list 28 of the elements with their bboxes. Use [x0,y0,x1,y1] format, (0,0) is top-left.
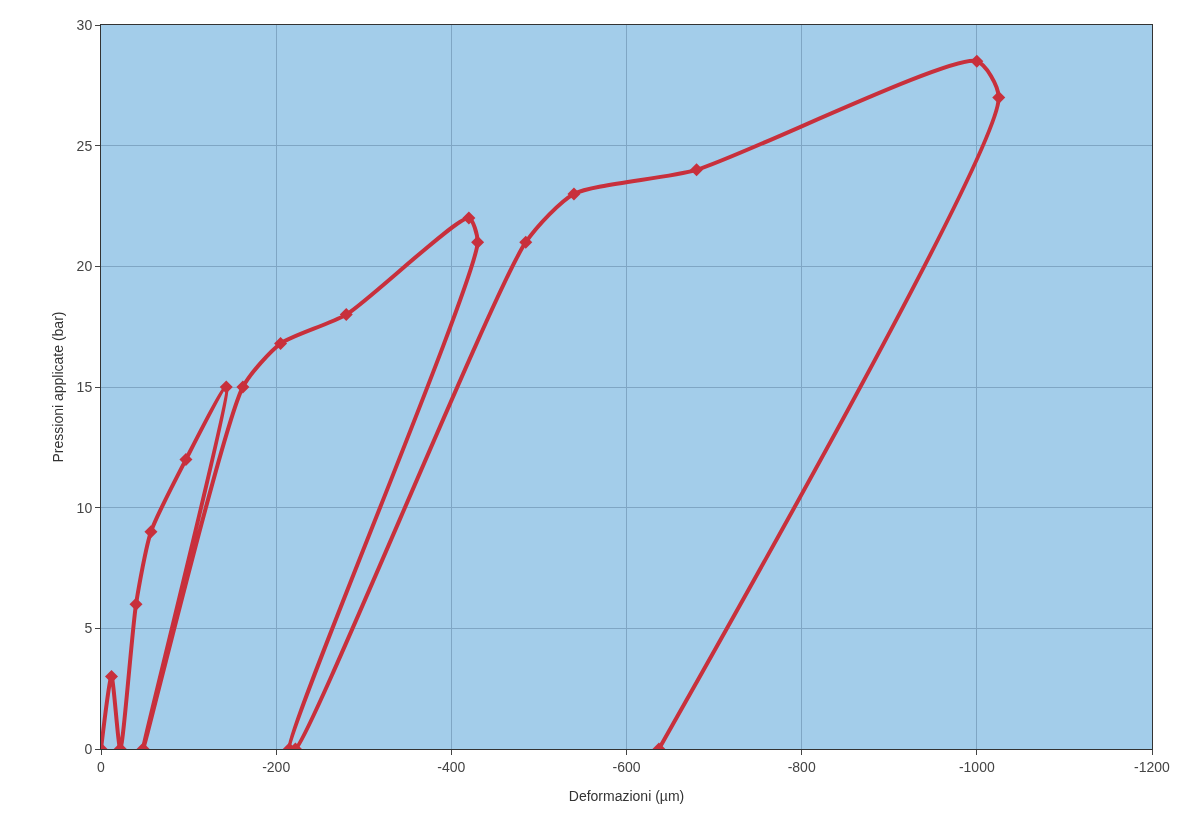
y-tick-label: 25 [76,137,93,154]
x-tick-label: -600 [612,758,641,775]
point [992,90,1006,104]
point [236,380,250,394]
y-tick-label: 15 [76,378,93,395]
point [471,235,485,249]
x-axis-title: Deformazioni (µm) [568,788,685,804]
y-tick-label: 10 [76,499,93,516]
x-tick-label: -1000 [958,758,995,775]
point [339,308,353,322]
y-axis-title: Pressioni applicate (bar) [50,311,66,463]
x-tick-label: -400 [437,758,466,775]
point [519,235,533,249]
point [179,452,193,466]
point [690,163,704,177]
point [567,187,581,201]
point [970,54,984,68]
y-tick-label: 0 [84,740,93,757]
y-tick-label: 20 [76,258,93,275]
x-tick-label: -200 [262,758,291,775]
x-tick-label: -800 [787,758,816,775]
y-tick-label: 30 [76,16,93,33]
point [274,337,288,351]
x-tick-label: -1200 [1134,758,1171,775]
point [462,211,476,225]
x-tick-label: 0 [97,758,106,775]
y-tick-label: 5 [84,620,93,637]
point [219,380,233,394]
